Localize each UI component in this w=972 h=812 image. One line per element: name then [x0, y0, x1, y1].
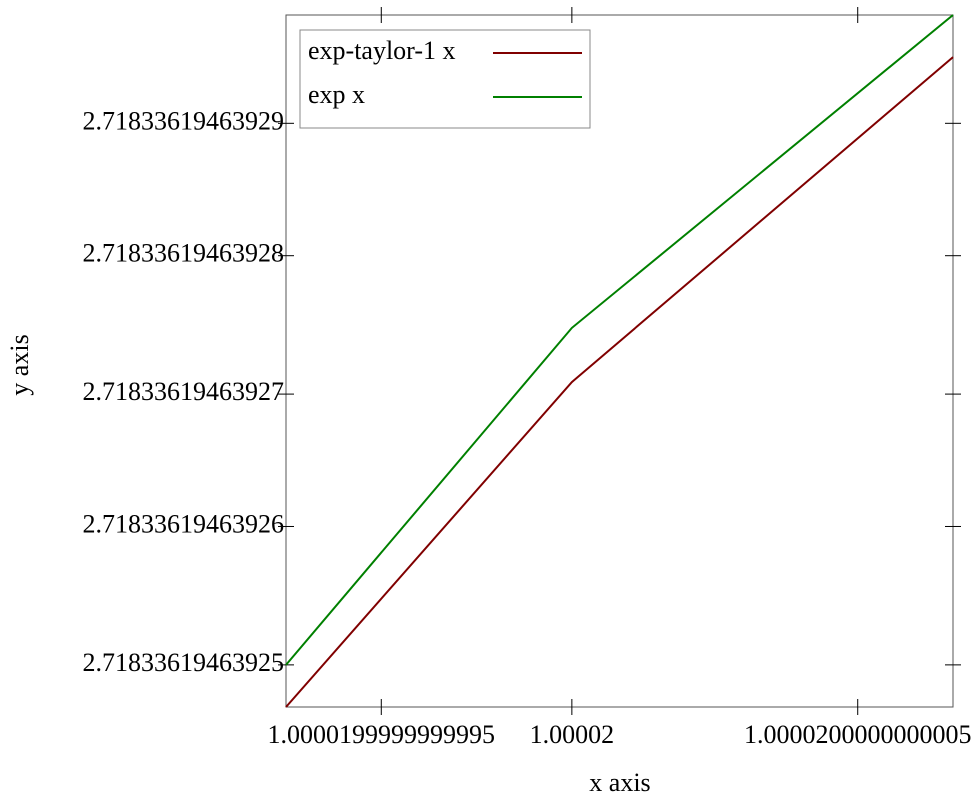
legend-label: exp x [308, 80, 365, 109]
legend-label: exp-taylor-1 x [308, 36, 455, 65]
y-tick-label: 2.71833619463925 [83, 648, 285, 677]
x-tick-label: 1.00002 [530, 720, 615, 749]
y-tick-label: 2.71833619463928 [83, 239, 285, 268]
y-tick-label: 2.71833619463927 [83, 377, 285, 406]
legend-box [299, 29, 591, 129]
plot-frame [285, 14, 954, 708]
x-tick-label: 1.0000200000000005 [744, 720, 972, 749]
y-tick-label: 2.71833619463926 [83, 509, 285, 538]
series-line [285, 14, 954, 666]
x-tick-label: 1.0000199999999995 [268, 720, 496, 749]
x-axis-title: x axis [589, 768, 650, 797]
y-axis-title: y axis [5, 334, 34, 395]
y-tick-label: 2.71833619463929 [83, 106, 285, 135]
series-line [285, 56, 954, 708]
